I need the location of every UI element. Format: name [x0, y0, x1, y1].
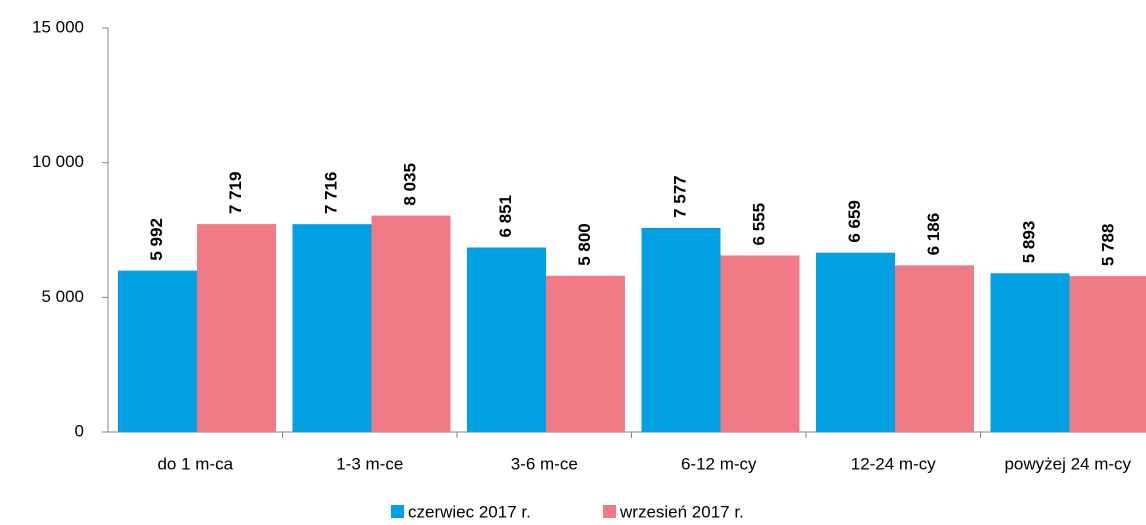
x-tick-label: do 1 m-ca [157, 454, 233, 473]
bar [990, 273, 1070, 432]
data-label: 8 035 [400, 163, 419, 206]
data-label: 7 719 [226, 172, 245, 215]
x-tick-label: 3-6 m-ce [511, 454, 578, 473]
legend-label: wrzesień 2017 r. [619, 502, 744, 521]
x-tick-label: 6-12 m-cy [681, 454, 757, 473]
bar [118, 270, 197, 432]
bar [467, 247, 546, 432]
data-label: 7 577 [670, 175, 689, 218]
data-label: 6 851 [496, 195, 515, 238]
y-tick-label: 10 000 [32, 152, 84, 171]
bar [895, 265, 974, 432]
data-label: 5 893 [1019, 221, 1038, 264]
x-tick-label: 12-24 m-cy [851, 454, 937, 473]
bar [1069, 276, 1146, 432]
x-tick-label: powyżej 24 m-cy [1004, 454, 1131, 473]
data-label: 6 555 [749, 203, 768, 246]
data-label: 5 800 [575, 223, 594, 266]
data-label: 6 186 [924, 213, 943, 256]
data-label: 7 716 [321, 172, 340, 215]
data-label: 5 788 [1098, 224, 1117, 267]
legend-label: czerwiec 2017 r. [408, 502, 531, 521]
data-label: 5 992 [147, 218, 166, 261]
data-label: 6 659 [845, 200, 864, 243]
bar [292, 224, 372, 432]
legend-swatch [603, 505, 616, 518]
bar [371, 215, 451, 432]
x-tick-label: 1-3 m-ce [336, 454, 403, 473]
y-tick-label: 5 000 [41, 287, 84, 306]
y-tick-label: 15 000 [32, 17, 84, 36]
bar [816, 252, 895, 432]
bar [720, 255, 800, 432]
bar [197, 224, 276, 432]
legend-swatch [391, 505, 404, 518]
y-tick-label: 0 [75, 421, 84, 440]
bar [546, 275, 625, 432]
bar [641, 227, 721, 432]
